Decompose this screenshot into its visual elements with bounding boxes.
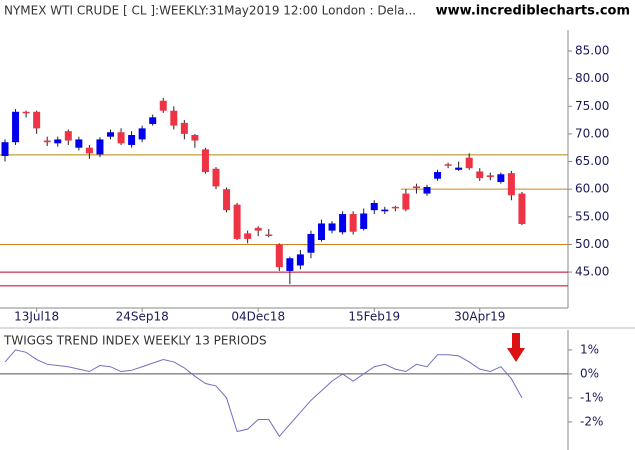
candle-body (307, 233, 315, 253)
candle-body (170, 110, 178, 126)
candle-body (328, 223, 336, 231)
candle-body (75, 139, 83, 148)
source: www.incrediblecharts.com (436, 4, 630, 19)
candle-body (180, 122, 188, 134)
candle-body (43, 140, 51, 143)
candle-body (402, 193, 410, 210)
candle-body (465, 157, 473, 169)
y-tick-label: -1% (580, 390, 603, 404)
candle-body (286, 258, 294, 271)
candle-body (128, 135, 136, 145)
candle-body (107, 132, 114, 137)
y-tick-label: -2% (580, 414, 603, 428)
y-tick-label: 65.00 (575, 154, 609, 168)
candle-body (138, 128, 146, 140)
arrow-annotation (507, 333, 525, 362)
candle-body (486, 175, 494, 178)
candle-body (275, 244, 283, 268)
candle-body (212, 168, 220, 187)
candle-body (296, 254, 304, 266)
x-tick-label: 15Feb19 (348, 310, 400, 324)
candle-body (244, 233, 252, 239)
candle-body (518, 193, 526, 224)
candle-body (412, 186, 420, 189)
y-tick-label: 45.00 (575, 265, 609, 279)
candle-body (507, 173, 515, 196)
x-tick-label: 30Apr19 (454, 310, 505, 324)
x-tick-label: 13Jul18 (14, 310, 59, 324)
candle-body (159, 100, 167, 111)
candle-body (423, 186, 431, 194)
candle-body (85, 147, 93, 154)
x-tick-label: 04Dec18 (231, 310, 285, 324)
y-tick-label: 0% (580, 366, 599, 380)
candle-body (54, 139, 62, 144)
y-tick-label: 1% (580, 342, 599, 356)
candle-body (497, 174, 505, 182)
candle-body (191, 135, 199, 141)
candle-body (12, 111, 20, 143)
candle-body (254, 227, 262, 231)
candle-body (265, 234, 273, 236)
y-tick-label: 55.00 (575, 209, 609, 223)
candle-body (33, 111, 41, 129)
candle-body (349, 214, 357, 232)
y-tick-label: 70.00 (575, 126, 609, 140)
candle-body (339, 214, 347, 233)
y-tick-label: 50.00 (575, 237, 609, 251)
candle-body (434, 172, 442, 179)
candle-body (370, 202, 378, 211)
y-tick-label: 80.00 (575, 71, 609, 85)
candle-body (444, 164, 452, 166)
candle-body (1, 142, 9, 157)
candle-body (360, 213, 368, 229)
y-tick-label: 75.00 (575, 99, 609, 113)
y-tick-label: 85.00 (575, 44, 609, 58)
indicator-line (4, 349, 523, 438)
candle-body (64, 131, 72, 141)
candle-body (117, 132, 125, 144)
candle-body (22, 111, 30, 114)
candle-body (149, 117, 157, 124)
candle-body (318, 223, 325, 241)
indicator-title: TWIGGS TREND INDEX WEEKLY 13 PERIODS (3, 334, 267, 348)
candle-body (233, 204, 241, 239)
candle-body (96, 139, 104, 155)
candle-body (476, 171, 484, 179)
candle-body (223, 189, 231, 211)
candle-body (391, 206, 399, 209)
candle-body (201, 149, 209, 173)
x-tick-label: 24Sep18 (116, 310, 169, 324)
candle-body (381, 209, 389, 212)
y-tick-label: 60.00 (575, 182, 609, 196)
candle-body (455, 167, 463, 170)
chart-title: NYMEX WTI CRUDE [ CL ]:WEEKLY:31May2019 … (4, 4, 416, 18)
